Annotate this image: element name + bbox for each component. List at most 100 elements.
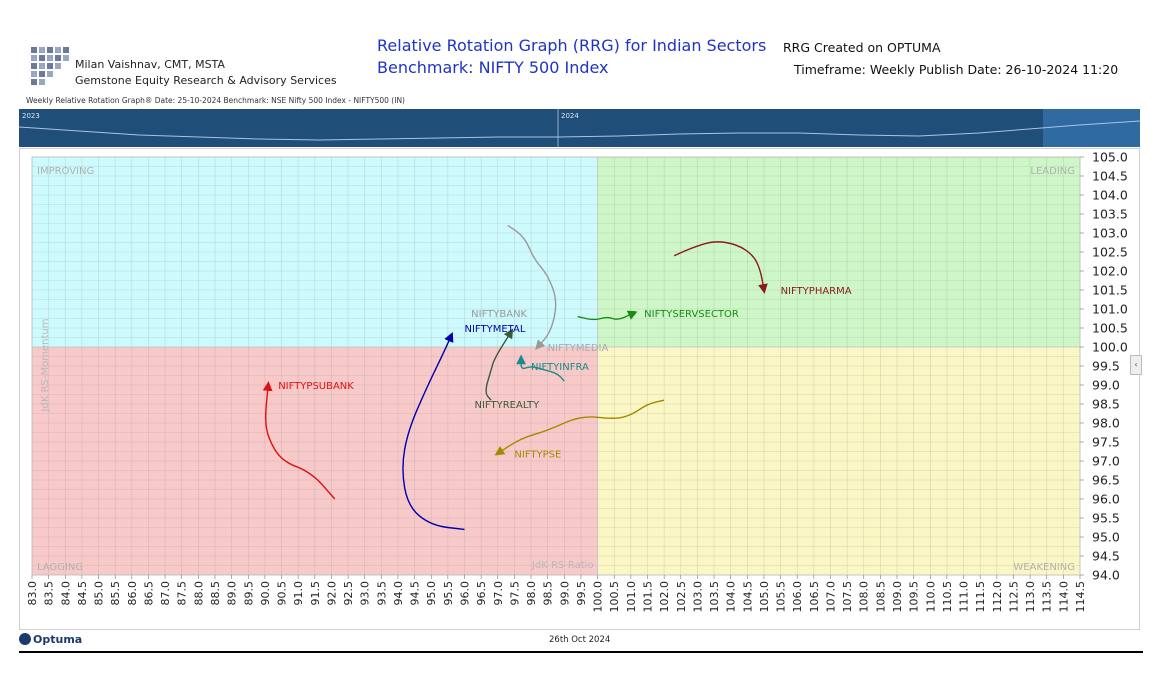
series-label-niftymetal: NIFTYMETAL <box>465 324 526 335</box>
quadrant-label-lagging: LAGGING <box>37 562 83 573</box>
author-name: Milan Vaishnav, CMT, MSTA <box>75 58 225 71</box>
x-tick-label: 86.0 <box>126 581 139 606</box>
x-tick-label: 107.0 <box>824 581 837 613</box>
y-tick-label: 99.5 <box>1092 359 1120 374</box>
x-tick-label: 104.0 <box>725 581 738 613</box>
x-tick-label: 87.5 <box>176 581 189 606</box>
x-tick-label: 105.0 <box>758 581 771 613</box>
x-tick-label: 92.5 <box>342 581 355 606</box>
chart-title-block: Relative Rotation Graph (RRG) for Indian… <box>377 35 766 79</box>
x-tick-label: 91.5 <box>309 581 322 606</box>
y-tick-label: 98.0 <box>1092 416 1120 431</box>
x-tick-label: 101.5 <box>641 581 654 613</box>
company-name: Gemstone Equity Research & Advisory Serv… <box>75 74 337 87</box>
footer-date: 26th Oct 2024 <box>549 635 611 645</box>
tail-niftyservsector <box>577 310 638 321</box>
x-tick-label: 107.5 <box>841 581 854 613</box>
x-tick-label: 114.0 <box>1057 581 1070 613</box>
tail-niftypse <box>494 399 665 456</box>
publish-meta: RRG Created on OPTUMA Timeframe: Weekly … <box>783 37 1118 81</box>
x-tick-label: 102.0 <box>658 581 671 613</box>
x-tick-label: 113.5 <box>1041 581 1054 613</box>
x-tick-label: 99.0 <box>558 581 571 606</box>
x-tick-label: 100.0 <box>592 581 605 613</box>
series-label-niftymedia: NIFTYMEDIA <box>548 343 609 354</box>
series-label-niftybank: NIFTYBANK <box>471 309 527 320</box>
timeframe-label: Timeframe: Weekly Publish Date: 26-10-20… <box>794 62 1119 77</box>
x-tick-label: 85.5 <box>109 581 122 606</box>
x-tick-label: 95.0 <box>425 581 438 606</box>
x-tick-label: 83.5 <box>43 581 56 606</box>
x-tick-label: 109.5 <box>908 581 921 613</box>
x-tick-label: 112.0 <box>991 581 1004 613</box>
quadrant-label-weakening: WEAKENING <box>1013 562 1075 573</box>
y-tick-label: 97.5 <box>1092 435 1120 450</box>
benchmark-price-line <box>18 120 1141 141</box>
quadrant-weakening <box>597 347 1080 575</box>
series-label-niftyservsector: NIFTYSERVSECTOR <box>644 309 739 320</box>
x-tick-label: 88.0 <box>192 581 205 606</box>
side-panel-toggle[interactable]: ‹ <box>1130 355 1142 375</box>
quadrant-improving <box>32 157 598 347</box>
x-tick-label: 89.0 <box>226 581 239 606</box>
x-tick-label: 97.0 <box>492 581 505 606</box>
optuma-brand-text: Optuma <box>33 633 83 646</box>
x-tick-label: 90.0 <box>259 581 272 606</box>
y-tick-label: 98.5 <box>1092 397 1120 412</box>
x-tick-label: 97.5 <box>508 581 521 606</box>
y-tick-label: 103.5 <box>1092 207 1128 222</box>
timeline-scroller[interactable]: 2023 2024 <box>18 109 1141 147</box>
created-on-label: RRG Created on OPTUMA <box>783 40 941 55</box>
x-tick-label: 102.5 <box>675 581 688 613</box>
x-tick-label: 111.0 <box>958 581 971 613</box>
x-tick-label: 93.0 <box>359 581 372 606</box>
tail-niftybank <box>507 224 557 350</box>
x-tick-label: 110.5 <box>941 581 954 613</box>
series-label-niftyinfra: NIFTYINFRA <box>531 362 589 373</box>
x-tick-label: 109.0 <box>891 581 904 613</box>
author-block: Milan Vaishnav, CMT, MSTA Gemstone Equit… <box>75 57 337 89</box>
x-tick-label: 110.0 <box>924 581 937 613</box>
x-tick-label: 112.5 <box>1007 581 1020 613</box>
y-tick-label: 94.5 <box>1092 549 1120 564</box>
x-tick-label: 94.0 <box>392 581 405 606</box>
y-tick-label: 104.0 <box>1092 188 1128 203</box>
y-tick-label: 95.0 <box>1092 530 1120 545</box>
tail-niftypsubank <box>262 381 336 500</box>
y-tick-label: 104.5 <box>1092 169 1128 184</box>
x-tick-label: 92.0 <box>325 581 338 606</box>
y-tick-label: 97.0 <box>1092 454 1120 469</box>
company-logo <box>31 47 71 87</box>
y-tick-label: 96.5 <box>1092 473 1120 488</box>
y-tick-label: 102.5 <box>1092 245 1128 260</box>
y-tick-label: 103.0 <box>1092 226 1128 241</box>
x-tick-label: 98.5 <box>542 581 555 606</box>
timeline-label-2023: 2023 <box>22 112 40 120</box>
timeline-background <box>19 109 1140 147</box>
x-tick-label: 103.5 <box>708 581 721 613</box>
chart-frame <box>19 148 1140 630</box>
rrg-subheader: Weekly Relative Rotation Graph® Date: 25… <box>26 96 405 105</box>
quadrant-lagging <box>32 347 598 575</box>
y-tick-label: 94.0 <box>1092 568 1120 583</box>
timeline-label-2024: 2024 <box>561 112 579 120</box>
x-tick-label: 108.5 <box>874 581 887 613</box>
x-tick-label: 114.5 <box>1074 581 1087 613</box>
x-tick-label: 108.0 <box>858 581 871 613</box>
y-tick-label: 101.5 <box>1092 283 1128 298</box>
x-tick-label: 84.0 <box>59 581 72 606</box>
x-tick-label: 88.5 <box>209 581 222 606</box>
y-tick-label: 95.5 <box>1092 511 1120 526</box>
x-tick-label: 90.5 <box>276 581 289 606</box>
x-tick-label: 101.0 <box>625 581 638 613</box>
y-tick-label: 102.0 <box>1092 264 1128 279</box>
x-tick-label: 93.5 <box>375 581 388 606</box>
bottom-rule <box>19 651 1143 653</box>
x-tick-label: 96.0 <box>459 581 472 606</box>
optuma-logo-icon <box>19 633 31 645</box>
x-tick-label: 113.0 <box>1024 581 1037 613</box>
timeline-selection-window[interactable] <box>1043 109 1140 147</box>
x-tick-label: 105.5 <box>775 581 788 613</box>
x-tick-label: 104.5 <box>741 581 754 613</box>
optuma-logo: Optuma <box>19 633 82 646</box>
